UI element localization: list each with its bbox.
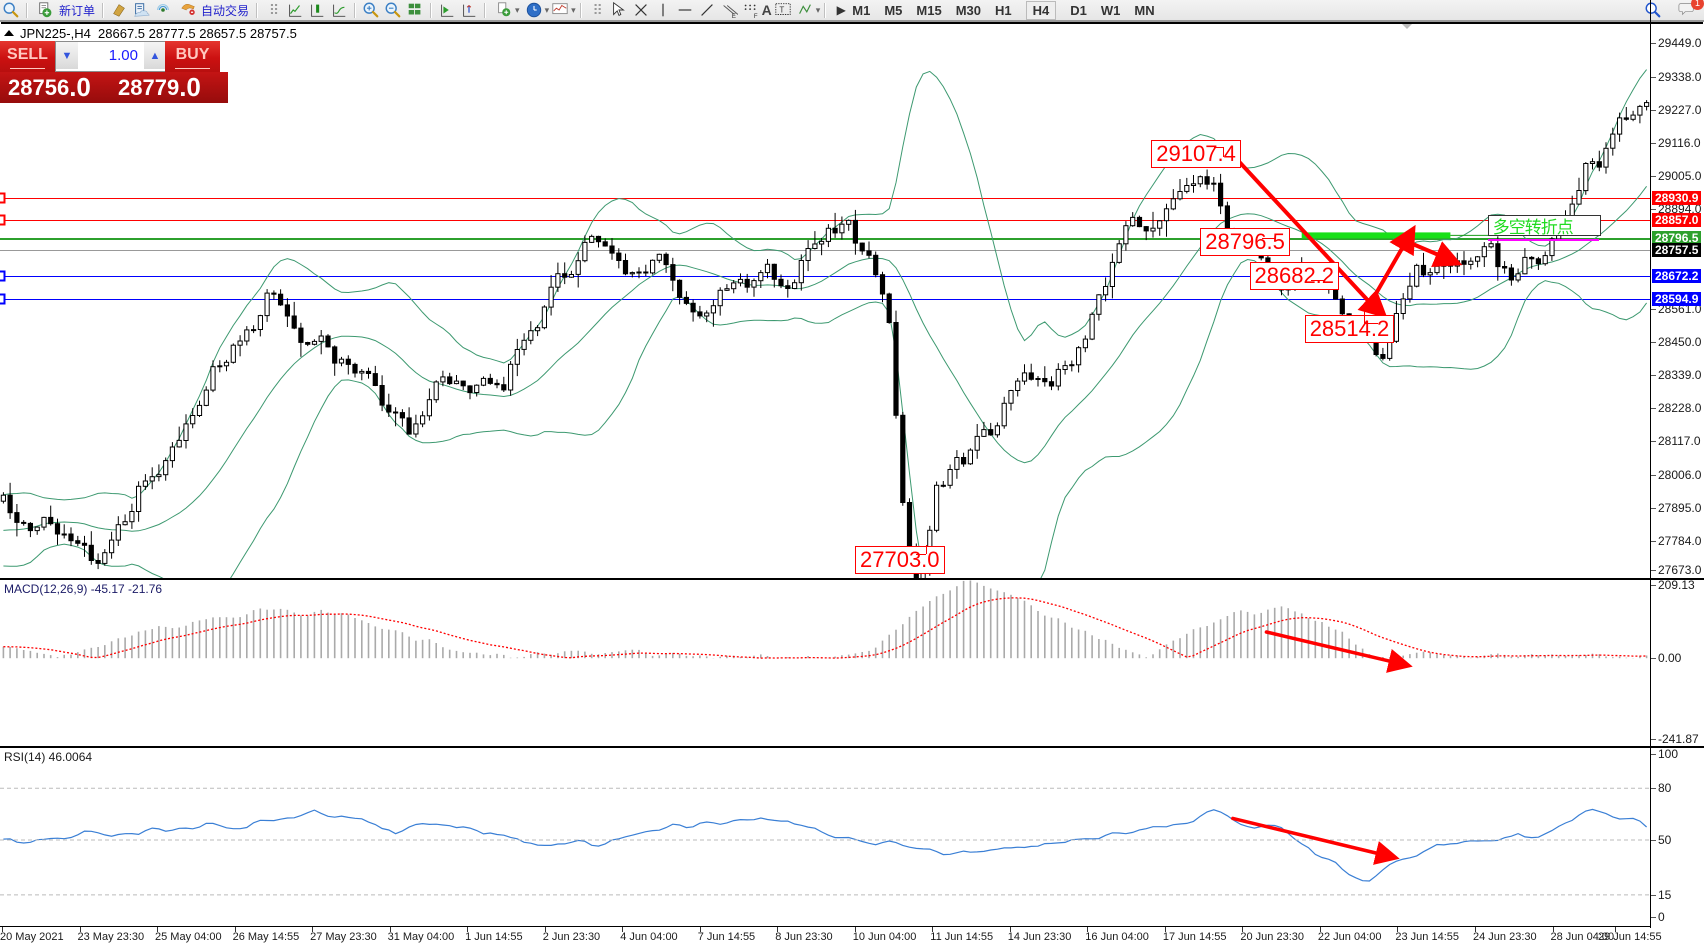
svg-text:E: E — [731, 13, 735, 19]
svg-text:T: T — [779, 6, 784, 15]
svg-text:F: F — [753, 13, 757, 19]
